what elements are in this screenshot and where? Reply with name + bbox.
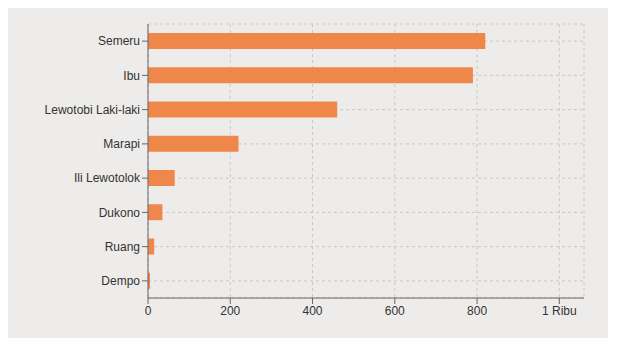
svg-text:Marapi: Marapi (103, 137, 140, 151)
svg-text:0: 0 (145, 304, 152, 318)
svg-text:Dempo: Dempo (101, 274, 140, 288)
svg-text:1 Ribu: 1 Ribu (542, 304, 577, 318)
svg-text:Semeru: Semeru (98, 34, 140, 48)
svg-text:800: 800 (467, 304, 487, 318)
svg-text:Ibu: Ibu (123, 69, 140, 83)
svg-text:Lewotobi Laki-laki: Lewotobi Laki-laki (45, 103, 140, 117)
svg-text:Ruang: Ruang (105, 240, 140, 254)
svg-text:600: 600 (385, 304, 405, 318)
svg-text:Ili Lewotolok: Ili Lewotolok (74, 171, 141, 185)
svg-text:400: 400 (303, 304, 323, 318)
svg-text:200: 200 (220, 304, 240, 318)
svg-text:Dukono: Dukono (99, 206, 141, 220)
